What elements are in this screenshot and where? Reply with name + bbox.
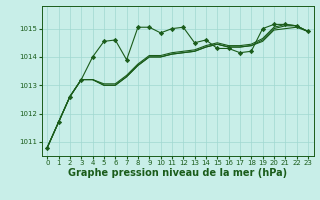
X-axis label: Graphe pression niveau de la mer (hPa): Graphe pression niveau de la mer (hPa)	[68, 168, 287, 178]
